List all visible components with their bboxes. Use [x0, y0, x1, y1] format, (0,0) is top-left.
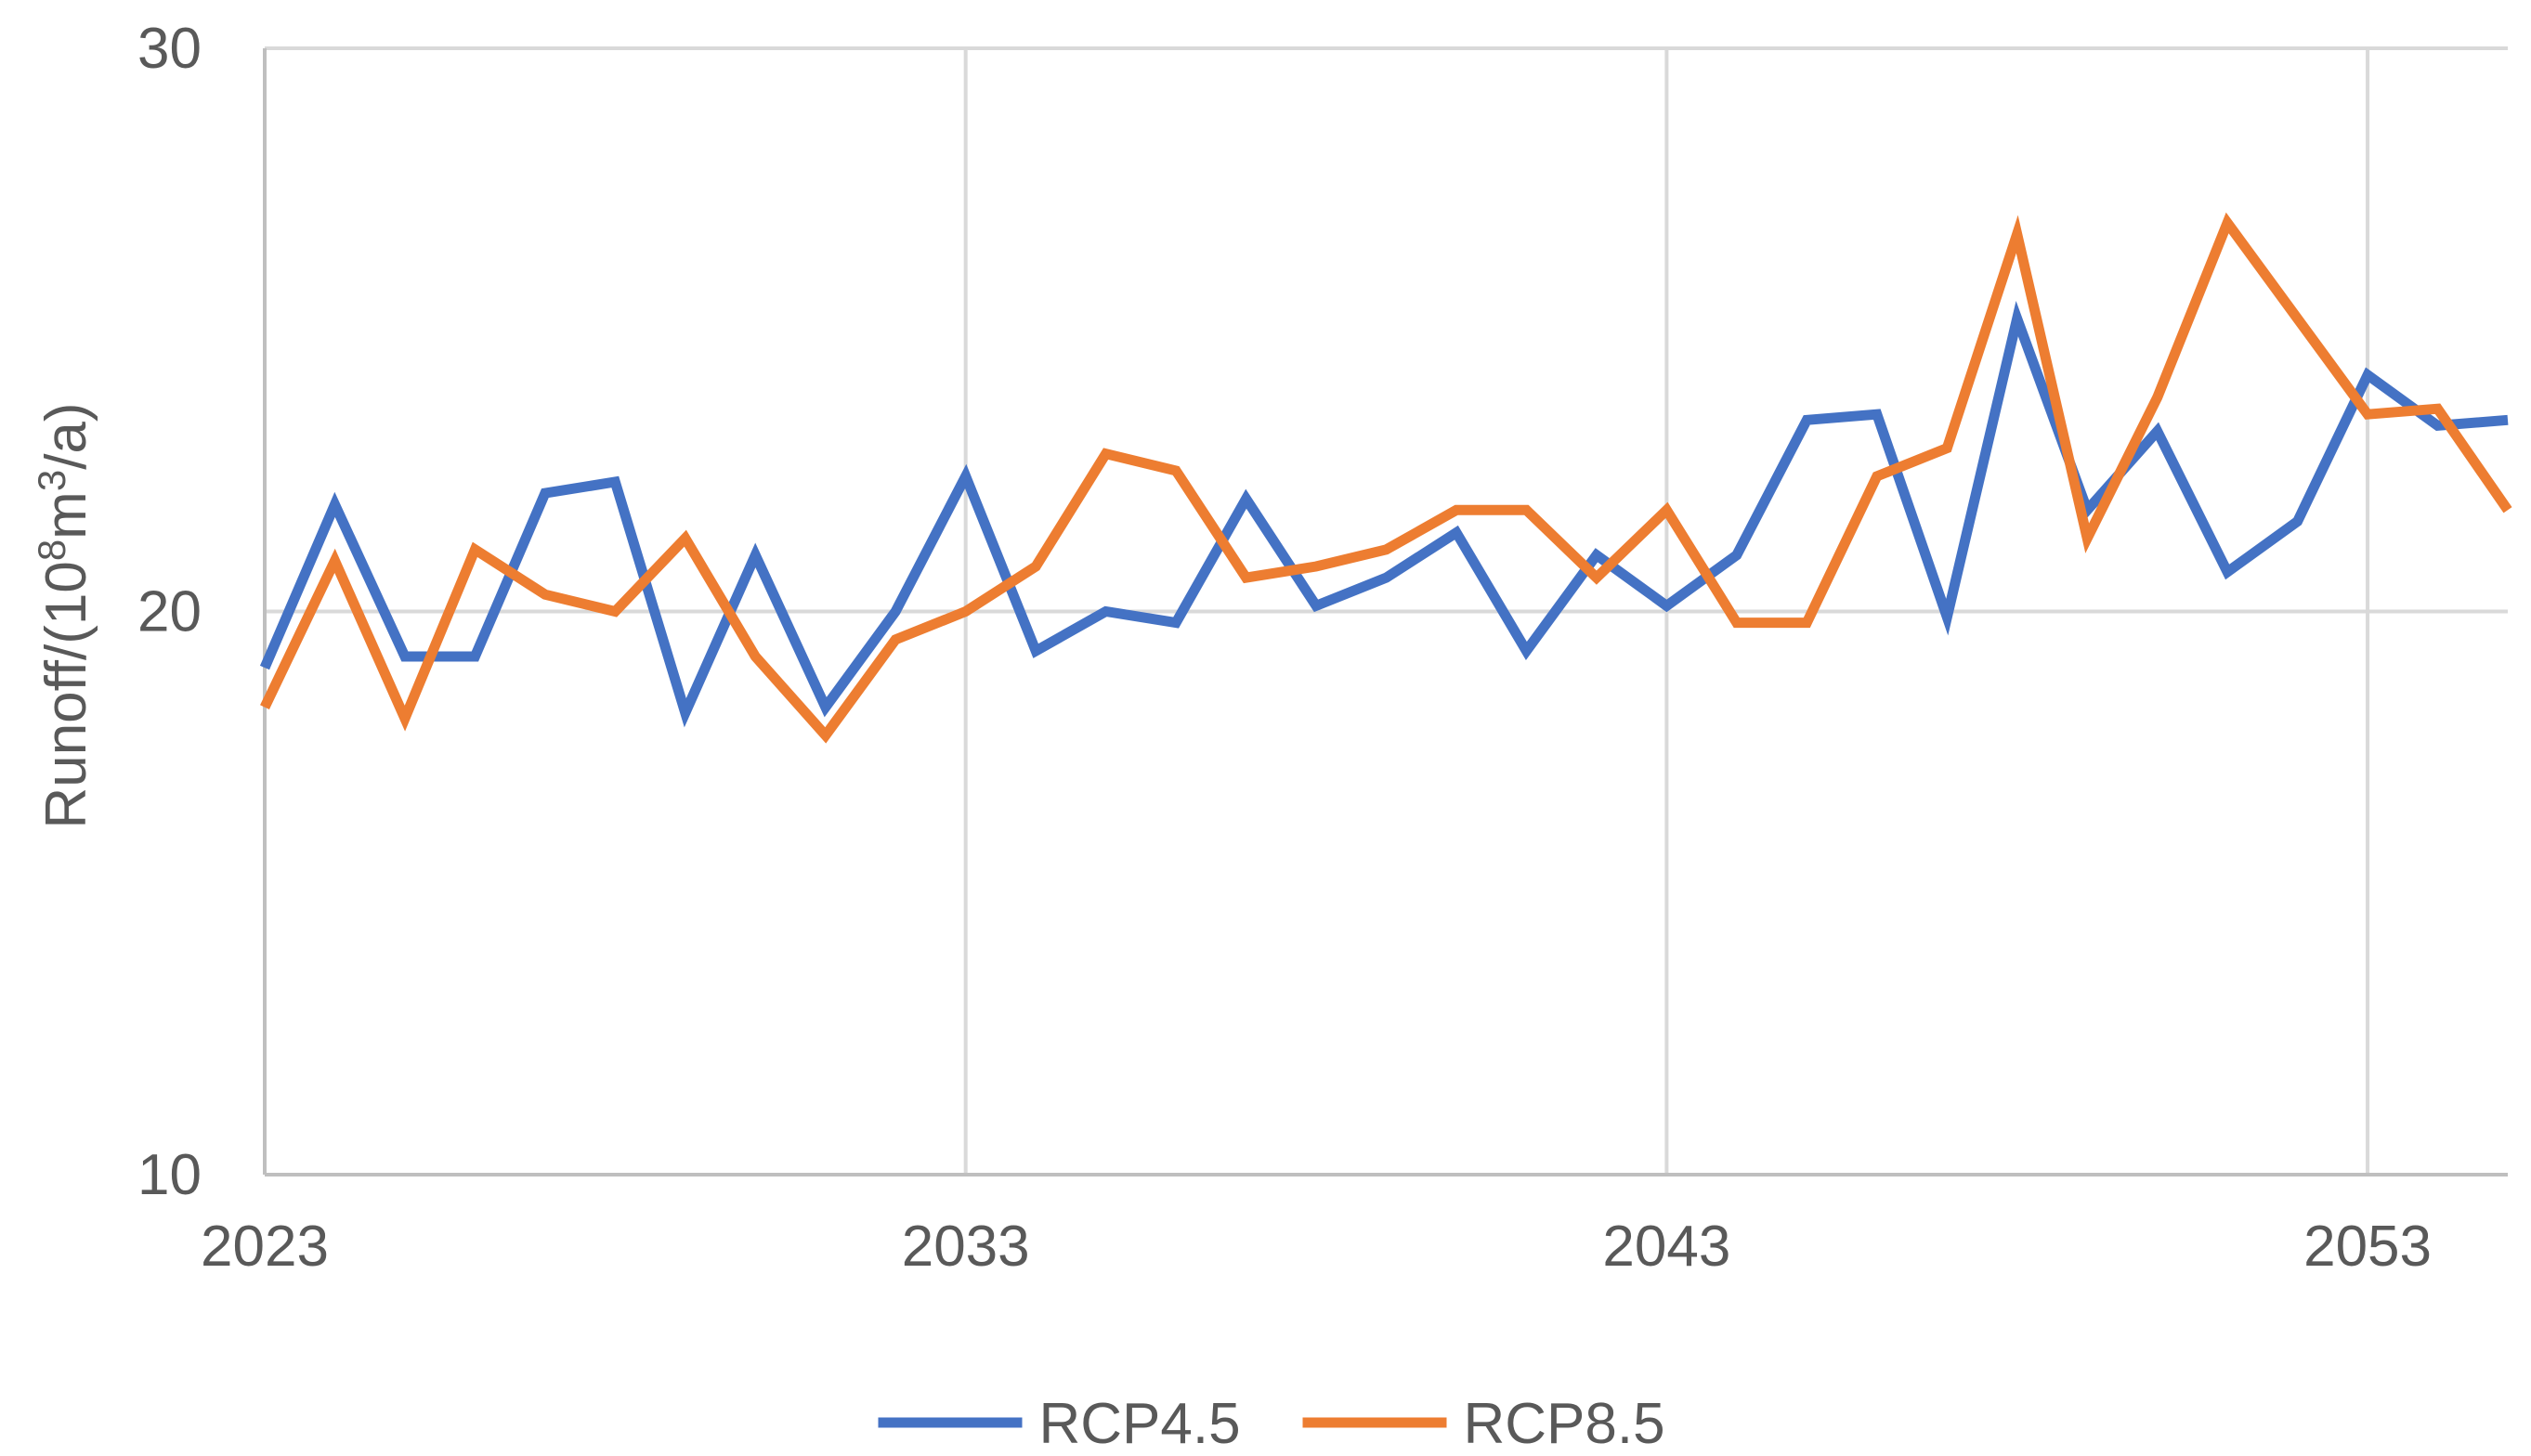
y-tick-label: 30	[137, 17, 202, 81]
legend-label-rcp4-5: RCP4.5	[1039, 1392, 1241, 1456]
y-axis-title: Runoff/(108m3/a)	[30, 402, 98, 828]
series-line-rcp4-5	[259, 300, 2509, 728]
x-tick-label: 2023	[201, 1215, 329, 1279]
x-tick-labels: 2023 2033 2043 2053	[201, 1215, 2432, 1279]
axes	[263, 48, 2508, 1176]
legend-label-rcp8-5: RCP8.5	[1464, 1392, 1665, 1456]
y-tick-labels: 10 20 30	[137, 17, 202, 1207]
series-lines	[259, 212, 2512, 744]
y-tick-label: 10	[137, 1143, 202, 1207]
x-tick-label: 2053	[2303, 1215, 2432, 1279]
legend: RCP4.5 RCP8.5	[878, 1392, 1665, 1456]
series-line-rcp8-5	[260, 212, 2512, 744]
y-tick-label: 20	[137, 580, 202, 644]
x-tick-label: 2043	[1602, 1215, 1730, 1279]
x-tick-label: 2033	[902, 1215, 1030, 1279]
